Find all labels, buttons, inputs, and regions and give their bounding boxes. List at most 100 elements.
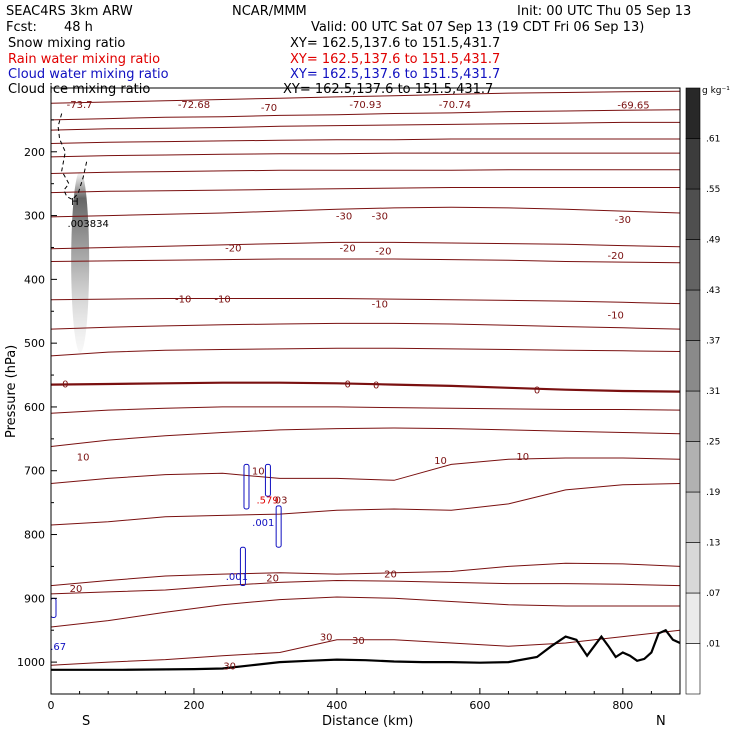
contour-label-15: -10 (372, 300, 388, 311)
contour-label-20: 0 (534, 386, 540, 397)
field-cloud-ice-xy: XY= 162.5,137.6 to 151.5,431.7 (283, 82, 493, 97)
colorbar-box-6 (685, 340, 701, 392)
colorbar-label-0: .01 (706, 640, 720, 650)
contour-label-3: -70.93 (349, 100, 381, 111)
isotherm-line-19 (51, 579, 680, 595)
contour-label-21: 10 (77, 453, 90, 464)
colorbar-label-7: .43 (706, 286, 720, 296)
field-snow-name: Snow mixing ratio (8, 36, 125, 51)
colorbar-box-5 (685, 390, 701, 442)
colorbar-box-10 (685, 138, 701, 190)
contour-label-14: -10 (214, 295, 230, 306)
contour-label-19: 0 (373, 381, 379, 392)
isotherm-line-14 (51, 406, 680, 414)
isotherm-line-18 (51, 562, 680, 587)
contour-label-25: 20 (70, 584, 83, 595)
x-axis-label: Distance (km) (322, 714, 413, 729)
y-tick-label-6: 800 (24, 529, 45, 542)
cloud-label-1: .001 (226, 572, 248, 583)
colorbar-label-10: .61 (706, 135, 720, 145)
colorbar-box-0 (685, 643, 701, 695)
y-axis-label: Pressure (hPa) (4, 345, 19, 438)
x-tick-label-1: 200 (183, 699, 204, 712)
y-tick-label-4: 600 (24, 401, 45, 414)
colorbar-label-1: .07 (706, 589, 720, 599)
contour-label-18: 0 (344, 379, 350, 390)
colorbar-label-9: .55 (706, 185, 720, 195)
isotherm-line-21 (51, 629, 680, 666)
x-tick-label-0: 0 (48, 699, 55, 712)
contour-label-29: 30 (352, 636, 365, 647)
cloud-water-contour-2 (275, 505, 282, 548)
field-cloud-ice-name: Cloud ice mixing ratio (8, 82, 150, 97)
contour-label-23: 10 (434, 456, 447, 467)
plot-area: -73.7 -72.68 -70 -70.93 -70.74 -69.65 -30 -30 -3… (50, 90, 680, 672)
cloud-ice-contour (57, 113, 88, 201)
cloud-label-2: .67 (50, 642, 66, 653)
contour-label-10: -20 (339, 243, 355, 254)
isotherm-line-0 (51, 90, 680, 104)
isotherm-line-4 (51, 152, 680, 158)
contour-label-2: -70 (261, 103, 277, 114)
field-cloud-water-name: Cloud water mixing ratio (8, 67, 169, 82)
field-rain-xy: XY= 162.5,137.6 to 151.5,431.7 (290, 52, 500, 67)
contour-label-28: 30 (320, 633, 333, 644)
field-snow-xy: XY= 162.5,137.6 to 151.5,431.7 (290, 36, 500, 51)
cloud-water-contours (51, 463, 282, 618)
colorbar-box-9 (685, 188, 701, 240)
isotherm-line-1 (51, 109, 680, 121)
contour-label-4: -70.74 (439, 100, 471, 111)
contour-label-0: -73.7 (67, 100, 93, 111)
y-tick-label-8: 1000 (17, 656, 45, 669)
forecast-hour: 48 h (64, 20, 93, 35)
isotherm-line-17 (51, 483, 680, 526)
colorbar-unit: g kg⁻¹ (702, 86, 730, 96)
model-title: SEAC4RS 3km ARW (6, 4, 133, 19)
isotherm-line-5 (51, 169, 680, 174)
contour-label-8: -30 (615, 215, 631, 226)
y-tick-label-5: 700 (24, 465, 45, 478)
isotherm-line-16 (51, 457, 680, 484)
colorbar-box-2 (685, 542, 701, 594)
colorbar-box-3 (685, 491, 701, 543)
colorbar-box-7 (685, 289, 701, 341)
isotherm-line-15 (51, 427, 680, 447)
isotherm-line-9 (51, 258, 680, 264)
y-tick-label-0: 200 (24, 146, 45, 159)
isotherm-line-13 (51, 381, 680, 393)
contour-label-13: -10 (175, 295, 191, 306)
colorbar-label-3: .19 (706, 488, 721, 498)
terrain-line (51, 628, 680, 671)
isotherm-line-12 (51, 347, 680, 357)
contour-label-12: -20 (607, 251, 623, 262)
contour-label-1: -72.68 (178, 100, 210, 111)
y-tick-label-3: 500 (24, 337, 45, 350)
x-tick-label-2: 400 (326, 699, 347, 712)
snow-max-marker: H (71, 197, 79, 208)
north-endpoint: N (656, 714, 666, 729)
colorbar-label-6: .37 (706, 337, 720, 347)
y-tick-label-1: 300 (24, 210, 45, 223)
colorbar-box-4 (685, 441, 701, 493)
y-tick-label-2: 400 (24, 273, 45, 286)
colorbar-label-5: .31 (706, 387, 720, 397)
valid-time: Valid: 00 UTC Sat 07 Sep 13 (19 CDT Fri … (311, 20, 644, 35)
isotherm-line-8 (51, 241, 680, 250)
colorbar-label-8: .49 (706, 236, 721, 246)
field-cloud-water-xy: XY= 162.5,137.6 to 151.5,431.7 (290, 67, 500, 82)
cloud-water-contour-0 (243, 463, 250, 510)
forecast-label: Fcst: (6, 20, 37, 35)
colorbar: .01 .07 .13 .19 .25 .31 .37 .43 .49 .55 .61 (685, 87, 721, 695)
contour-label-30: 30 (223, 661, 236, 672)
cloud-water-contour-4 (51, 597, 57, 618)
center-label: NCAR/MMM (232, 4, 307, 19)
isotherm-line-20 (51, 596, 680, 628)
colorbar-box-1 (685, 592, 701, 644)
contour-label-6: -30 (336, 212, 352, 223)
cloud-water-contour-1 (264, 463, 271, 497)
isotherm-line-11 (51, 322, 680, 330)
contour-label-17: 0 (62, 379, 68, 390)
cloud-label-3: .579 (256, 495, 278, 506)
